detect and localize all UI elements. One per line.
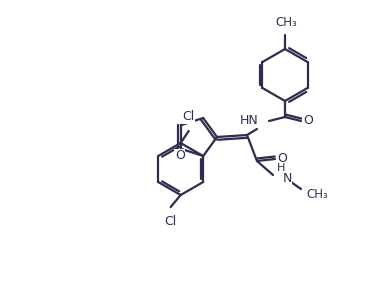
Text: O: O [175, 149, 185, 162]
Text: H: H [277, 163, 285, 173]
Text: N: N [282, 173, 292, 185]
Text: Cl: Cl [183, 110, 195, 123]
Text: O: O [303, 115, 313, 127]
Text: CH₃: CH₃ [306, 188, 328, 202]
Text: CH₃: CH₃ [275, 16, 297, 29]
Text: HN: HN [240, 115, 259, 127]
Text: Cl: Cl [165, 215, 177, 228]
Text: O: O [277, 152, 287, 166]
